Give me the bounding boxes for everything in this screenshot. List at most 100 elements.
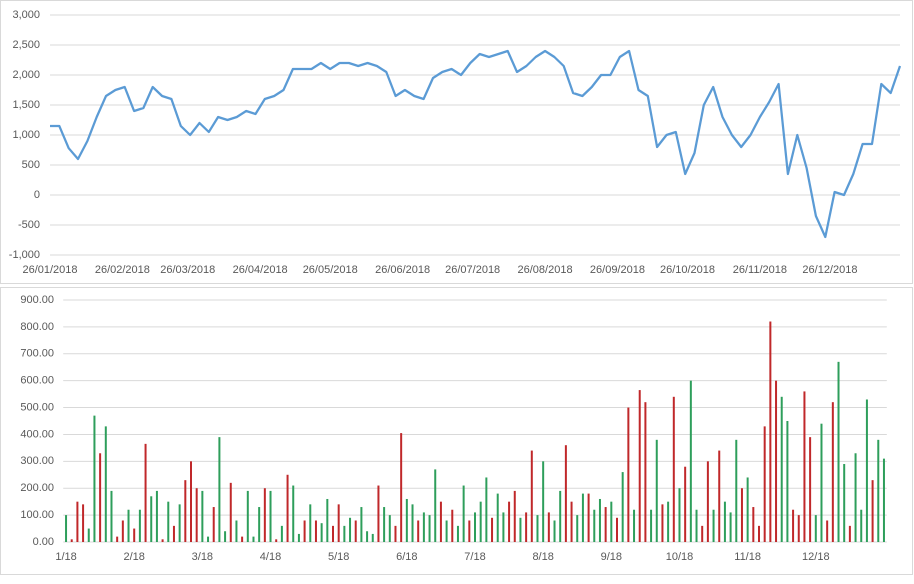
y-tick-label: 500 <box>22 159 40 171</box>
bar <box>848 525 851 542</box>
bar <box>434 469 437 542</box>
bar <box>752 507 755 542</box>
bar <box>712 509 715 542</box>
bar <box>513 490 516 542</box>
bar <box>110 490 113 542</box>
bar <box>650 509 653 542</box>
bar <box>172 525 175 542</box>
y-tick-label: 2,500 <box>12 39 40 51</box>
bar <box>729 512 732 542</box>
bar <box>638 390 641 542</box>
bar <box>320 523 323 542</box>
bar <box>542 461 545 542</box>
bar <box>207 536 210 542</box>
bar <box>837 361 840 542</box>
bar <box>309 504 312 542</box>
bar <box>93 415 96 542</box>
bar <box>854 453 857 542</box>
x-tick-label: 26/01/2018 <box>22 264 77 276</box>
bar <box>695 509 698 542</box>
bar <box>178 504 181 542</box>
bar <box>564 445 567 542</box>
bar <box>190 461 192 542</box>
bar <box>797 515 800 542</box>
bar <box>99 453 102 542</box>
x-tick-label: 5/18 <box>328 551 349 563</box>
line-chart: -1,000 -500 0 500 1,000 1,500 2,000 2,500 3,000 2… <box>9 9 902 276</box>
bar <box>411 504 414 542</box>
bar <box>763 426 766 542</box>
bar <box>229 482 232 542</box>
bar <box>280 525 283 542</box>
x-tick-label: 1/18 <box>55 551 76 563</box>
bar <box>224 531 227 542</box>
bar <box>377 485 380 542</box>
y-tick-label: 2,000 <box>12 69 40 81</box>
x-tick-label: 8/18 <box>532 551 553 563</box>
x-tick-label: 26/12/2018 <box>802 264 857 276</box>
y-tick-label: 400.00 <box>20 428 54 440</box>
y-tick-label: 900.00 <box>20 294 54 306</box>
bar <box>491 517 494 542</box>
bar <box>417 520 420 542</box>
bar <box>519 517 522 542</box>
bar <box>82 504 85 542</box>
bar <box>161 539 164 542</box>
bar <box>400 433 403 542</box>
bar <box>184 480 187 542</box>
x-tick-label: 10/18 <box>666 551 694 563</box>
bar <box>843 464 846 542</box>
bar <box>655 439 658 542</box>
bar <box>155 490 158 542</box>
x-tick-label: 26/04/2018 <box>233 264 288 276</box>
bar <box>218 437 221 542</box>
y-tick-label: 100.00 <box>20 509 54 521</box>
bar <box>820 423 823 542</box>
x-tick-label: 9/18 <box>601 551 622 563</box>
bar <box>882 458 885 542</box>
bar <box>349 517 352 542</box>
bar <box>684 466 687 542</box>
bar <box>70 539 73 542</box>
bar <box>451 509 454 542</box>
bar <box>746 477 749 542</box>
bar <box>104 426 107 542</box>
bar <box>167 501 170 542</box>
bar <box>445 520 448 542</box>
bar <box>616 517 618 542</box>
x-tick-label: 7/18 <box>464 551 485 563</box>
x-tick-label: 4/18 <box>260 551 281 563</box>
line-series <box>50 49 902 239</box>
bar <box>354 520 357 542</box>
y-tick-label: -1,000 <box>9 249 40 261</box>
bar <box>332 525 334 542</box>
x-tick-label: 26/06/2018 <box>375 264 430 276</box>
bar <box>559 490 562 542</box>
bar <box>661 504 664 542</box>
bar <box>439 501 442 542</box>
bar <box>474 512 476 542</box>
bar <box>286 474 289 542</box>
bar <box>723 501 726 542</box>
bar <box>809 437 812 542</box>
bar <box>775 380 778 542</box>
bar <box>303 520 306 542</box>
bar <box>718 450 721 542</box>
bar <box>604 507 607 542</box>
bar <box>127 509 130 542</box>
bar <box>831 402 834 542</box>
bar <box>371 533 374 542</box>
y-tick-label: 700.00 <box>20 348 54 360</box>
bar <box>672 396 675 542</box>
bar <box>826 520 829 542</box>
bar <box>530 450 533 542</box>
bar <box>150 496 153 542</box>
bar <box>360 507 363 542</box>
bar <box>479 501 482 542</box>
x-tick-label: 26/09/2018 <box>590 264 645 276</box>
bar <box>258 507 261 542</box>
y-tick-label: 0 <box>34 189 40 201</box>
bar <box>621 472 624 542</box>
bar <box>644 402 647 542</box>
